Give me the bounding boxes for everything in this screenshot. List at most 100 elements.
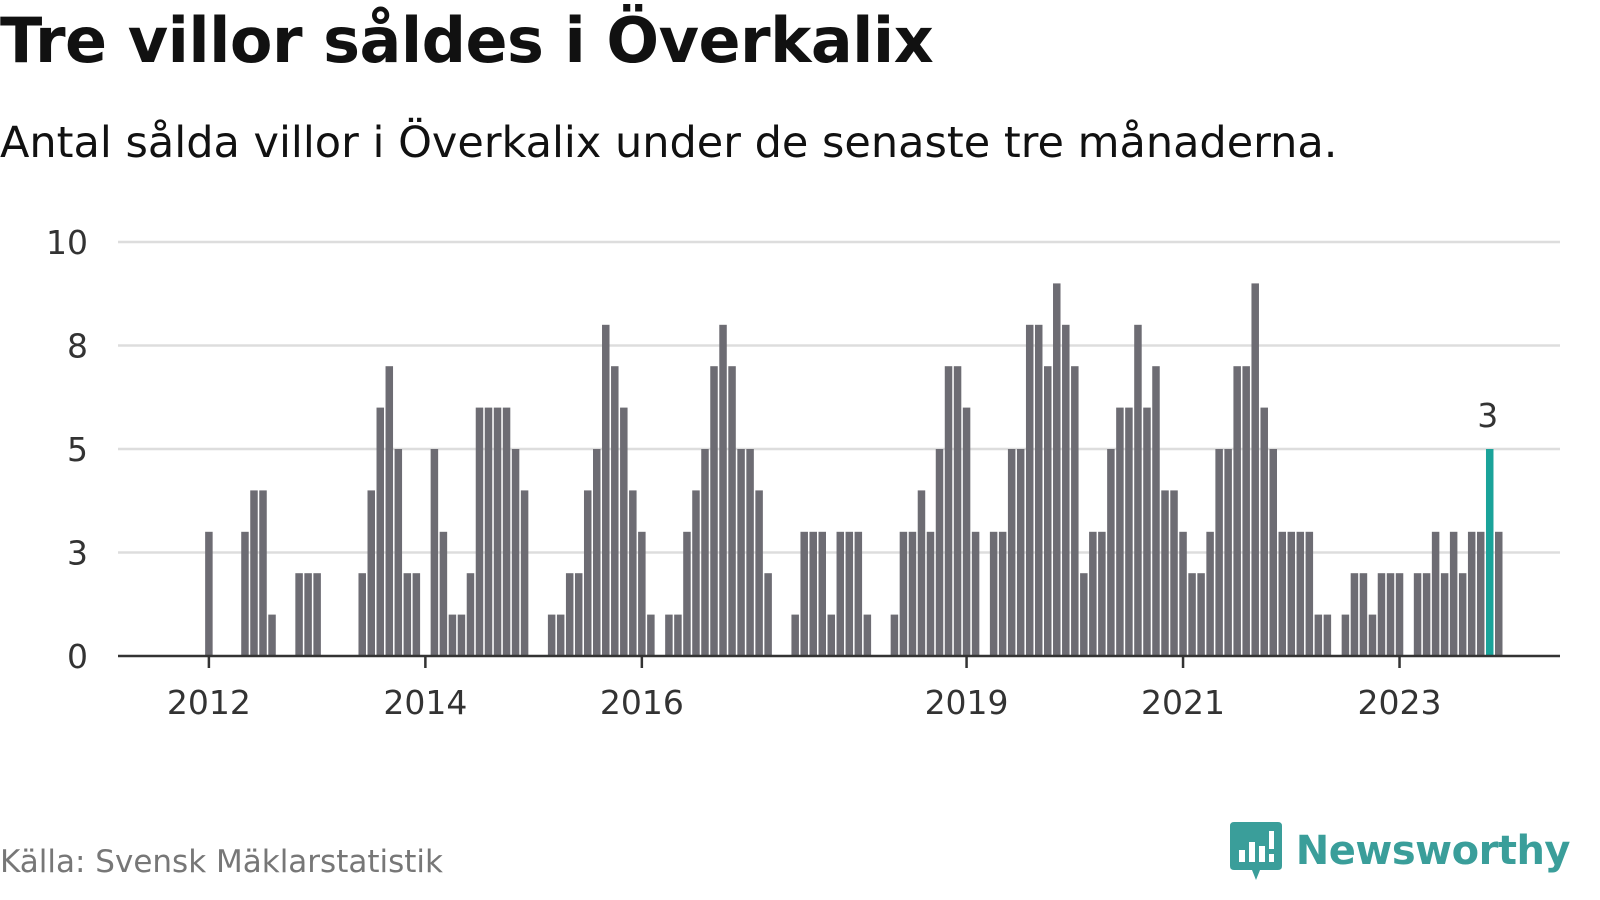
bar [1242,366,1250,656]
x-axis-ticks: 2012 2014 2016 2019 2021 2023 [167,656,1442,720]
bar [1296,531,1305,656]
bar [1323,614,1332,656]
bar [493,407,502,656]
x-tick-label: 2012 [167,683,251,720]
bar [295,573,303,656]
data-label: 3 [1477,396,1498,435]
bar [809,531,817,656]
bar [890,614,899,656]
bar [602,324,610,656]
bar [836,531,845,656]
data-labels: 3 [1470,396,1505,435]
y-tick-label: 10 [46,223,88,262]
bar [1161,490,1169,656]
bar [403,573,412,656]
bar [944,366,953,656]
page-subtitle: Antal sålda villor i Överkalix under de … [0,118,1338,168]
bar [1260,407,1268,656]
bar-chart-logo-icon [1229,822,1282,880]
bar [412,573,421,656]
grid-lines [118,240,1560,554]
bar [1062,324,1070,656]
bar [611,366,619,656]
bar [1422,573,1431,656]
bar [1467,531,1476,656]
bar [475,407,484,656]
bar [1170,490,1178,656]
bar [845,531,854,656]
bar [827,614,836,656]
bar [935,449,944,656]
bar [367,490,375,656]
bar [638,531,646,656]
bar [818,531,826,656]
bar [755,490,763,656]
x-tick-label: 2014 [383,683,467,720]
bar [1215,449,1223,656]
bar [502,407,511,656]
bar [1143,407,1151,656]
bar [764,573,772,656]
bar [1287,531,1296,656]
bar [1044,366,1052,656]
bar [908,531,917,656]
bar [1125,407,1133,656]
bar [484,407,493,656]
bar [917,490,926,656]
bar [800,531,808,656]
bar [791,614,799,656]
bar [1377,573,1386,656]
bar [583,490,592,656]
bar [385,366,394,656]
bar [205,531,213,656]
bar [1269,449,1277,656]
bar [1413,573,1422,656]
bar [728,366,736,656]
bar [556,614,565,656]
bar [1251,283,1259,656]
bar [692,490,700,656]
bar [953,366,962,656]
bar [313,573,321,656]
bar [1359,573,1368,656]
bar [701,449,709,656]
bar [1197,573,1205,656]
bar [1053,283,1061,656]
y-tick-label: 0 [67,637,88,676]
page-title: Tre villor såldes i Överkalix [0,4,934,77]
bar [674,614,682,656]
bar [1278,531,1287,656]
bar [268,614,276,656]
bar [1089,531,1097,656]
x-tick-label: 2019 [925,683,1009,720]
bar [1016,449,1025,656]
bar [1080,573,1088,656]
bar-chart: 0 3 5 8 10 2012 2014 2016 2019 2021 2023 3 [46,223,1560,720]
bar [926,531,935,656]
x-tick-label: 2023 [1358,683,1442,720]
bar [620,407,628,656]
bar [998,531,1007,656]
bar [511,449,520,656]
bar [683,531,691,656]
bar [1440,573,1449,656]
bar [250,490,258,656]
bar [1449,531,1458,656]
bar [448,614,457,656]
bar [1107,449,1115,656]
bar [1007,449,1016,656]
bar [1431,531,1440,656]
bar [665,614,673,656]
bar [1206,531,1214,656]
bar [710,366,718,656]
bar [547,614,556,656]
y-axis-ticks: 0 3 5 8 10 [46,223,88,676]
bar [899,531,908,656]
bar [1341,614,1350,656]
bar [1116,407,1124,656]
bar [1034,324,1043,656]
bar [989,531,998,656]
bar [746,449,754,656]
bar [647,614,655,656]
bar [962,407,971,656]
